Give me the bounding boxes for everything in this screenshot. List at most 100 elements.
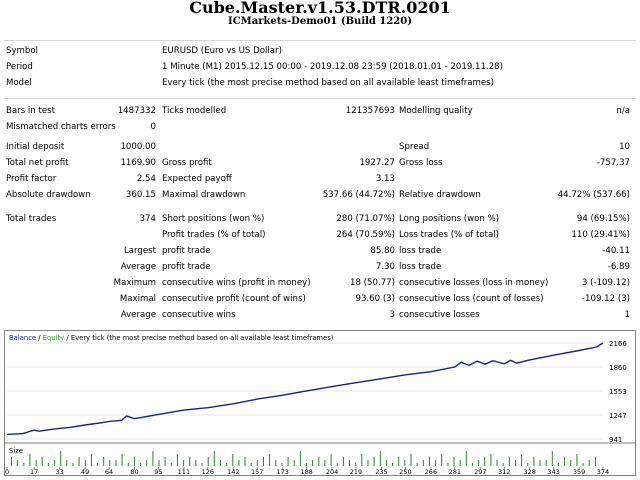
stat-value: 0 — [150, 122, 156, 132]
volume-bar — [121, 454, 123, 466]
stat-value: 10 — [619, 142, 630, 152]
x-tick-label: 343 — [547, 468, 559, 475]
volume-bar — [318, 457, 320, 466]
volume-bar — [35, 460, 37, 466]
stat-value: 7.30 — [375, 262, 395, 272]
y-tick-label: 1553 — [609, 388, 627, 396]
volume-bar — [312, 460, 314, 466]
x-tick-label: 142 — [227, 468, 239, 475]
separator — [4, 40, 636, 41]
stat-label: Average — [120, 262, 156, 272]
stat-value: 3 (-109.12) — [581, 278, 630, 288]
volume-bar — [349, 460, 350, 466]
y-tick-label: 2166 — [609, 340, 627, 348]
volume-bar — [533, 457, 535, 466]
x-tick-label: 33 — [55, 468, 63, 475]
size-label: Size — [9, 447, 23, 455]
volume-bar — [275, 460, 277, 466]
x-tick-label: 297 — [474, 468, 486, 475]
stat-label: Mismatched charts errors — [6, 122, 116, 132]
volume-bar — [453, 457, 455, 466]
volume-bar — [373, 457, 375, 466]
stat-label: Loss trades (% of total) — [399, 230, 499, 240]
stat-value: 121357693 — [345, 106, 395, 116]
volume-bar — [361, 454, 363, 466]
x-tick-label: 64 — [105, 468, 113, 475]
separator — [4, 98, 636, 99]
x-tick-label: 359 — [573, 468, 585, 475]
y-tick-label: 1860 — [609, 364, 627, 372]
stat-label: Modelling quality — [399, 106, 473, 116]
stat-label: Expected payoff — [162, 174, 232, 184]
stat-label: consecutive profit (count of wins) — [162, 294, 306, 304]
volume-bar — [594, 457, 596, 466]
report-title: Cube.Master.v1.53.DTR.0201 — [189, 0, 451, 17]
volume-bar — [183, 460, 185, 466]
volume-bar — [336, 463, 338, 466]
stat-label: Gross loss — [399, 158, 443, 168]
volume-bar — [164, 457, 166, 466]
stat-label: Initial deposit — [6, 142, 65, 152]
volume-bar — [133, 457, 135, 466]
volume-bar — [11, 457, 12, 466]
volume-bar — [564, 457, 566, 466]
x-tick-label: 250 — [399, 468, 411, 475]
symbol-value: EURUSD (Euro vs US Dollar) — [162, 46, 282, 56]
volume-bar — [459, 460, 461, 466]
volume-bar — [244, 457, 246, 466]
volume-bar — [385, 460, 387, 466]
volume-bar — [66, 460, 68, 466]
volume-bar — [97, 463, 98, 466]
stat-value: 44.72% (537.66) — [557, 190, 630, 200]
stat-label: Maximum — [113, 278, 156, 288]
volume-bar — [379, 451, 381, 466]
volume-bar — [29, 454, 31, 466]
chart-legend: Balance / Equity / Every tick (the most … — [9, 334, 333, 342]
volume-bar — [207, 457, 209, 466]
volume-bar — [41, 457, 43, 466]
volume-bar — [189, 457, 191, 466]
stat-value: 280 (71.07%) — [336, 214, 395, 224]
stat-label: Total net profit — [6, 158, 69, 168]
stat-value: 1000.00 — [120, 142, 156, 152]
stat-value: 374 — [139, 214, 156, 224]
volume-bar — [539, 460, 541, 466]
stat-label: Short positions (won %) — [162, 214, 265, 224]
volume-bar — [195, 460, 197, 466]
volume-bar — [410, 454, 412, 466]
x-tick-label: 95 — [154, 468, 162, 475]
stat-label: Spread — [399, 142, 430, 152]
volume-bar — [176, 454, 178, 466]
model-value: Every tick (the most precise method base… — [162, 78, 495, 88]
stat-label: Relative drawdown — [399, 190, 481, 200]
stat-label: Largest — [123, 246, 156, 256]
x-tick-label: 204 — [326, 468, 338, 475]
stat-label: Maximal — [119, 294, 156, 304]
legend-equity: Equity — [42, 334, 65, 342]
volume-bar — [330, 454, 332, 466]
volume-bar — [478, 460, 480, 466]
stat-label: loss trade — [399, 246, 442, 256]
volume-bar — [545, 460, 547, 466]
x-tick-label: 266 — [425, 468, 437, 475]
x-tick-label: 80 — [130, 468, 138, 475]
stat-label: Total trades — [6, 214, 57, 224]
volume-bar — [263, 457, 264, 466]
volume-bar — [250, 463, 252, 466]
x-tick-label: 312 — [498, 468, 510, 475]
stat-value: 93.60 (3) — [355, 294, 395, 304]
volume-bar — [428, 457, 430, 466]
volume-bar — [109, 460, 111, 466]
x-tick-label: 328 — [523, 468, 535, 475]
stat-label: Profit factor — [6, 174, 57, 184]
legend-description: / Every tick (the most precise method ba… — [64, 334, 334, 342]
report-subtitle: ICMarkets-Demo01 (Build 1220) — [228, 16, 412, 27]
volume-bar — [226, 463, 228, 466]
volume-bar — [201, 463, 203, 466]
volume-bar — [17, 460, 19, 466]
volume-bar — [54, 460, 55, 466]
stat-value: 3 — [389, 310, 395, 320]
volume-bar — [508, 457, 510, 466]
stat-value: -40.11 — [602, 246, 630, 256]
stat-label: consecutive wins — [162, 310, 236, 320]
